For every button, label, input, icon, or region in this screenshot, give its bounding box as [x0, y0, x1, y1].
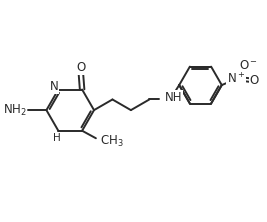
Text: N$^+$: N$^+$: [227, 71, 246, 86]
Text: O$^-$: O$^-$: [239, 59, 258, 72]
Text: H: H: [53, 133, 61, 143]
Text: NH$_2$: NH$_2$: [3, 103, 26, 118]
Text: CH$_3$: CH$_3$: [100, 134, 124, 149]
Text: O: O: [250, 73, 259, 87]
Text: NH: NH: [165, 91, 183, 104]
Text: N: N: [49, 80, 58, 93]
Text: O: O: [76, 61, 85, 74]
